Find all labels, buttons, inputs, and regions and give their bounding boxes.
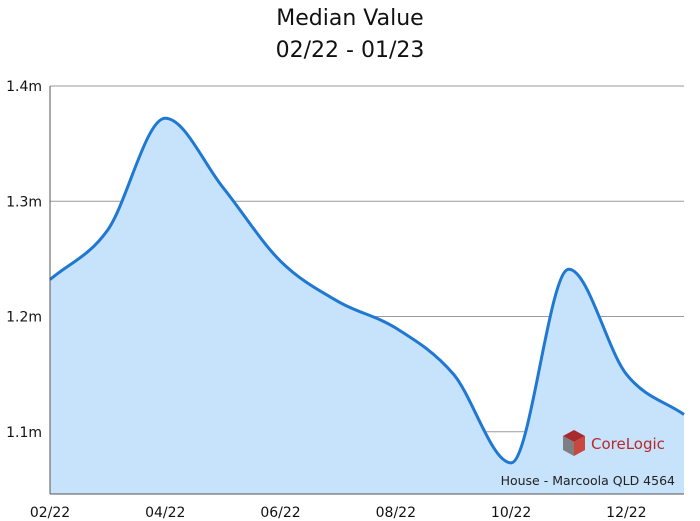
logo-text: CoreLogic xyxy=(591,435,665,453)
chart-subtitle: 02/22 - 01/23 xyxy=(275,38,425,63)
logo-cube-right xyxy=(574,436,585,456)
axes xyxy=(49,86,684,495)
series-line xyxy=(49,116,685,465)
logo-cube-left xyxy=(563,436,574,456)
corelogic-logo: CoreLogic xyxy=(563,430,665,456)
chart-title: Median Value xyxy=(276,6,424,31)
x-tick-label: 02/22 xyxy=(30,505,70,521)
x-tick-labels: 02/22 04/22 06/22 08/22 10/22 12/22 xyxy=(30,505,647,521)
x-tick-label: 04/22 xyxy=(145,505,185,521)
chart-annotation: House - Marcoola QLD 4564 xyxy=(501,473,675,488)
y-tick-label: 1.3m xyxy=(6,194,42,210)
x-tick-label: 12/22 xyxy=(606,505,646,521)
series-area xyxy=(50,118,684,495)
x-tick-label: 06/22 xyxy=(260,505,300,521)
x-tick-label: 10/22 xyxy=(491,505,531,521)
y-tick-labels: 1.1m 1.2m 1.3m 1.4m xyxy=(6,79,42,441)
x-tick-label: 08/22 xyxy=(376,505,416,521)
y-tick-label: 1.2m xyxy=(6,310,42,326)
y-tick-label: 1.1m xyxy=(6,425,42,441)
y-tick-label: 1.4m xyxy=(6,79,42,95)
